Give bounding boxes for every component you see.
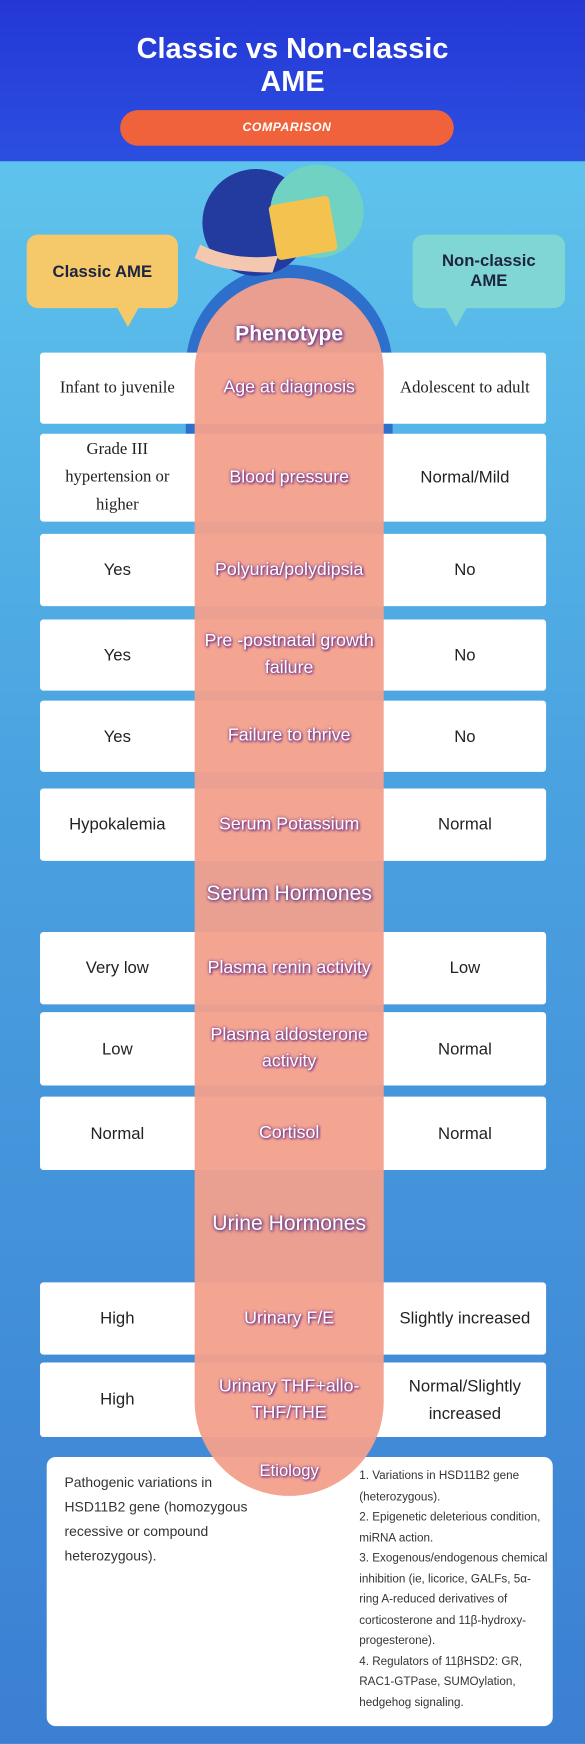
non-classic-value: No xyxy=(454,726,476,746)
title: Classic vs Non-classic AME xyxy=(136,31,449,98)
pointer xyxy=(444,306,468,327)
pointer xyxy=(116,306,140,327)
non-classic-value: No xyxy=(454,645,476,665)
classic-value: High xyxy=(100,1390,135,1410)
feature: Failure to thrive xyxy=(227,726,351,746)
illustration xyxy=(194,164,364,276)
classic-value: Yes xyxy=(103,560,131,580)
feature: Age at diagnosis xyxy=(223,378,355,398)
non-classic-value: Low xyxy=(449,958,481,978)
classic-value: Very low xyxy=(85,958,149,978)
etiology-box xyxy=(46,1456,553,1727)
non-classic-value: Slightly increased xyxy=(399,1309,531,1328)
section-title: Serum Hormones xyxy=(206,881,372,906)
etiology-item: 4. Regulators of 11βHSD2: GR, RAC1-GTPas… xyxy=(359,1654,523,1709)
non-classic-value: Normal/Slightly increased xyxy=(408,1376,521,1424)
feature-band xyxy=(194,278,384,1496)
feature: Plasma aldosterone activity xyxy=(210,1025,368,1072)
classic-value: Infant to juvenile xyxy=(59,378,175,397)
classic-value: Yes xyxy=(103,645,131,665)
feature: Serum Potassium xyxy=(218,814,360,834)
classic-value: Hypokalemia xyxy=(69,815,166,835)
non-classic-value: Adolescent to adult xyxy=(400,378,530,397)
section-title: Urine Hormones xyxy=(212,1212,367,1236)
badge: COMPARISON xyxy=(120,110,454,146)
non-classic-value: No xyxy=(454,560,476,580)
feature: Polyuria/polydipsia xyxy=(214,559,364,579)
feature: Pre -postnatal growth failure xyxy=(204,631,374,678)
etiology-item: 2. Epigenetic deleterious condition, miR… xyxy=(359,1510,541,1545)
feature: Urinary F/E xyxy=(244,1308,335,1328)
feature: Blood pressure xyxy=(229,467,350,487)
non-classic-value: Normal xyxy=(438,815,492,835)
section-title: Phenotype xyxy=(235,322,344,346)
feature: Urinary THF+allo-THF/THE xyxy=(218,1376,360,1422)
classic-value: High xyxy=(100,1309,135,1328)
classic-value: Yes xyxy=(103,726,131,746)
non-classic-value: Normal xyxy=(438,1039,492,1059)
classic-label: Classic AME xyxy=(26,234,178,309)
etiology-item: 3. Exogenous/endogenous chemical inhibit… xyxy=(359,1551,548,1648)
non-classic-label: Non-classic AME xyxy=(412,234,565,309)
etiology-title: Etiology xyxy=(259,1461,319,1481)
non-classic-value: Normal/Mild xyxy=(420,468,510,488)
classic-value: Low xyxy=(102,1039,133,1059)
feature: Plasma renin activity xyxy=(207,958,371,978)
etiology-list: 1. Variations in HSD11B2 gene (heterozyg… xyxy=(359,1466,548,1713)
non-classic-value: Normal xyxy=(438,1123,492,1143)
classic-value: Grade III hypertension or higher xyxy=(65,440,170,514)
etiology-item: 1. Variations in HSD11B2 gene (heterozyg… xyxy=(359,1469,520,1504)
classic-value: Normal xyxy=(90,1123,145,1143)
etiology-classic: Pathogenic variations in HSD11B2 gene (h… xyxy=(64,1474,248,1564)
feature: Cortisol xyxy=(259,1123,320,1143)
